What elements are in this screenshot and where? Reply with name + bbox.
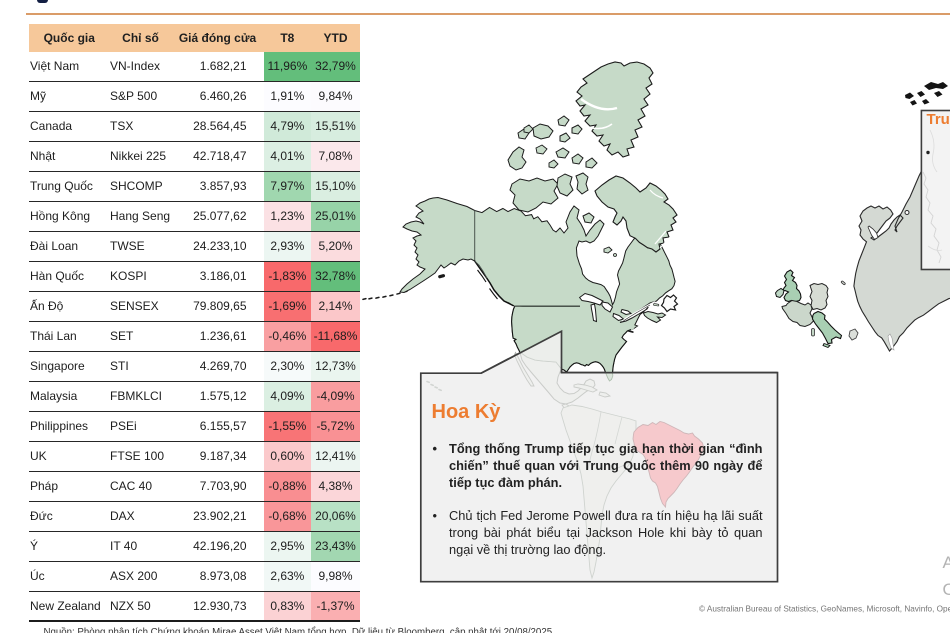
- svg-text:© Australian Bureau of Statist: © Australian Bureau of Statistics, GeoNa…: [699, 605, 950, 614]
- svg-text:AT: AT: [943, 553, 950, 572]
- svg-text:OC: OC: [943, 580, 950, 599]
